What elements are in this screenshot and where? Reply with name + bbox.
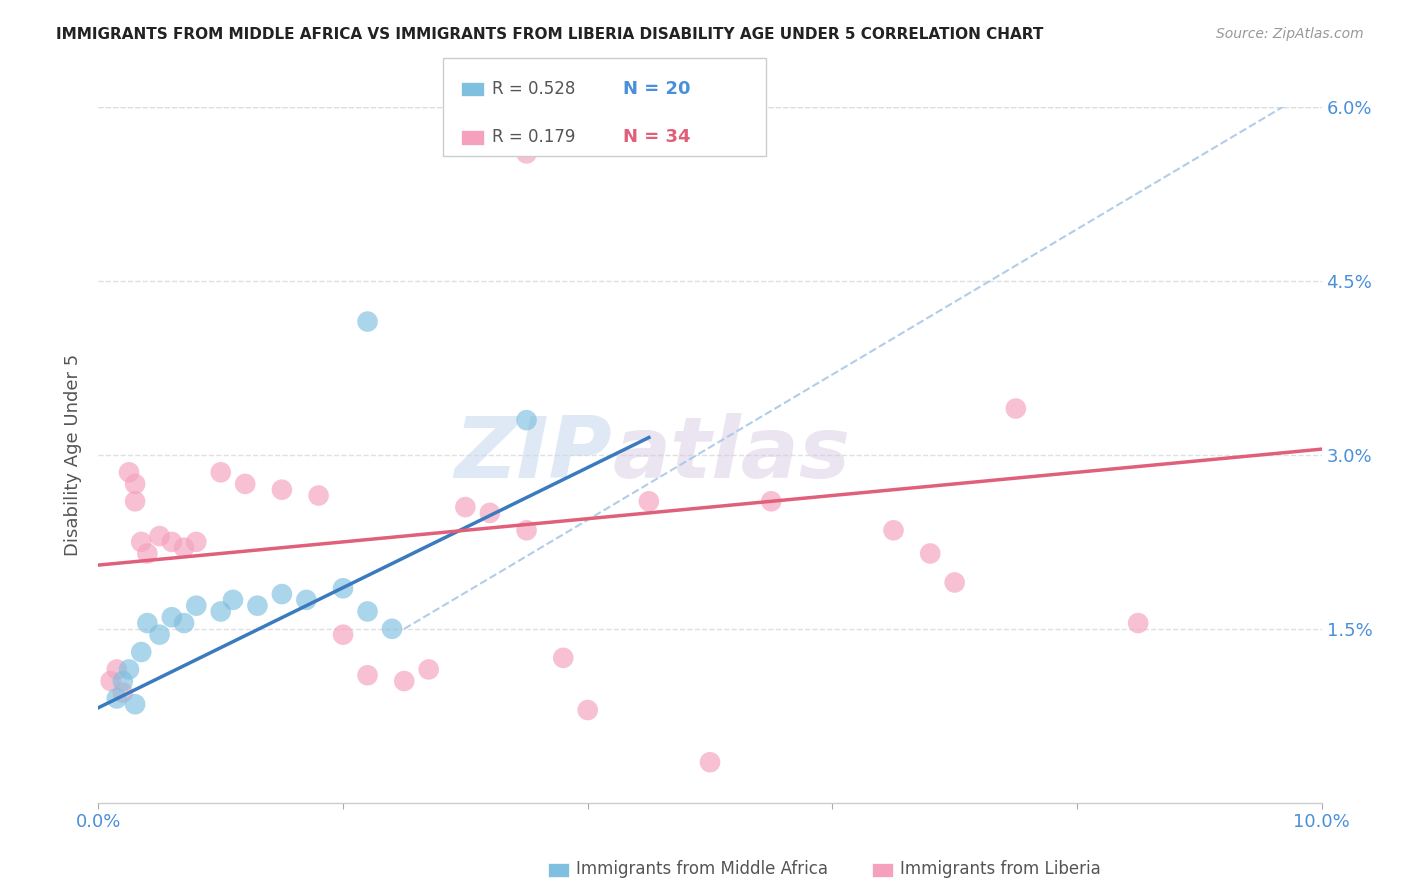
Point (246, 599, 269, 613)
Text: Source: ZipAtlas.com: Source: ZipAtlas.com (1216, 27, 1364, 41)
Point (356, 668, 378, 682)
Point (576, 703, 599, 717)
Point (124, 698, 146, 712)
Text: IMMIGRANTS FROM MIDDLE AFRICA VS IMMIGRANTS FROM LIBERIA DISABILITY AGE UNDER 5 : IMMIGRANTS FROM MIDDLE AFRICA VS IMMIGRA… (56, 27, 1043, 42)
Point (1004, 401, 1026, 416)
Point (222, 592, 245, 607)
Text: N = 20: N = 20 (623, 80, 690, 98)
Point (381, 622, 404, 636)
Point (118, 662, 141, 677)
Point (173, 541, 195, 555)
Point (295, 592, 318, 607)
Point (129, 535, 152, 549)
Point (111, 685, 134, 699)
Point (149, 529, 172, 543)
Point (160, 535, 183, 549)
Point (516, 413, 538, 427)
Point (920, 546, 942, 561)
Point (136, 546, 159, 561)
Point (943, 575, 966, 590)
Point (186, 535, 208, 549)
Point (100, 674, 122, 689)
Point (233, 476, 256, 491)
Point (1128, 615, 1150, 630)
Point (883, 523, 905, 537)
Point (118, 466, 141, 480)
Point (516, 146, 538, 161)
Point (270, 483, 294, 497)
Text: Immigrants from Middle Africa: Immigrants from Middle Africa (576, 860, 828, 878)
Point (270, 587, 294, 601)
Text: R = 0.179: R = 0.179 (492, 128, 575, 146)
Point (418, 662, 440, 677)
Point (105, 691, 128, 706)
Text: Immigrants from Liberia: Immigrants from Liberia (900, 860, 1101, 878)
Point (129, 645, 152, 659)
Point (454, 500, 477, 514)
Point (124, 494, 146, 508)
Point (149, 628, 172, 642)
Text: N = 34: N = 34 (623, 128, 690, 146)
Point (160, 610, 183, 624)
Point (332, 582, 354, 596)
Point (173, 615, 195, 630)
Point (186, 599, 208, 613)
Point (478, 506, 501, 520)
Point (136, 615, 159, 630)
Point (308, 489, 330, 503)
Point (124, 476, 146, 491)
Point (392, 674, 416, 689)
Point (699, 755, 721, 769)
Point (111, 674, 134, 689)
Point (209, 466, 232, 480)
Point (356, 605, 378, 619)
Text: atlas: atlas (612, 413, 851, 497)
Point (332, 628, 354, 642)
Text: R = 0.528: R = 0.528 (492, 80, 575, 98)
Point (105, 662, 128, 677)
Point (761, 494, 783, 508)
Point (356, 314, 378, 328)
Point (637, 494, 661, 508)
Y-axis label: Disability Age Under 5: Disability Age Under 5 (63, 354, 82, 556)
Point (553, 651, 575, 665)
Point (209, 605, 232, 619)
Point (516, 523, 538, 537)
Text: ZIP: ZIP (454, 413, 612, 497)
